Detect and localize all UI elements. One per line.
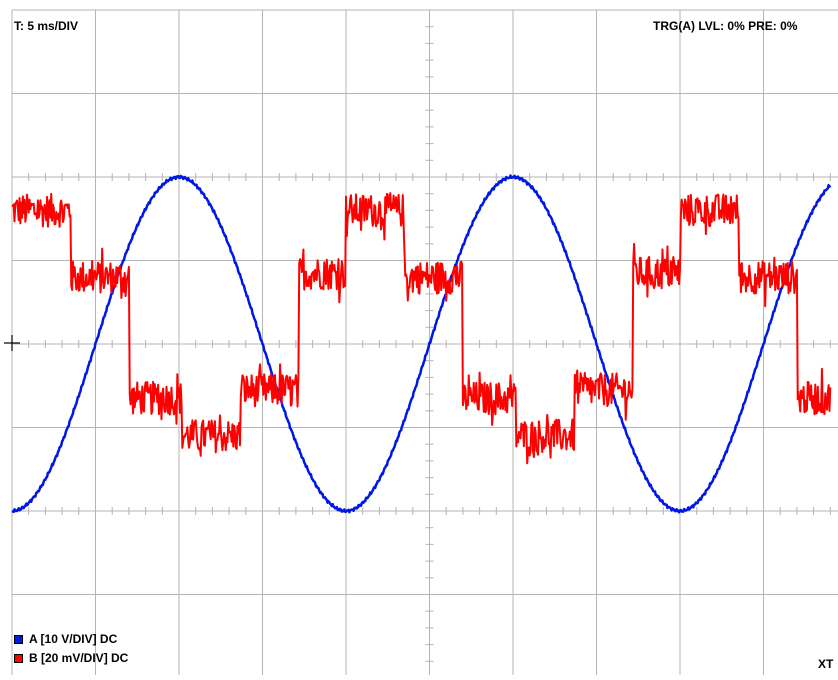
legend-label-a: A [10 V/DIV] DC	[29, 632, 118, 646]
trace-channel-a	[11, 174, 832, 514]
legend-swatch-b	[14, 653, 23, 663]
mode-label: XT	[818, 657, 834, 671]
legend-channel-b: B [20 mV/DIV] DC	[14, 651, 128, 665]
legend-label-b: B [20 mV/DIV] DC	[29, 651, 129, 665]
legend-swatch-a	[14, 634, 23, 644]
trigger-origin-marker	[4, 335, 20, 351]
timebase-label: T: 5 ms/DIV	[14, 19, 79, 33]
trace-channel-b	[11, 192, 832, 465]
center-tick-marks	[11, 9, 831, 679]
trigger-label: TRG(A) LVL: 0% PRE: 0%	[653, 19, 798, 33]
legend-channel-a: A [10 V/DIV] DC	[14, 632, 117, 646]
